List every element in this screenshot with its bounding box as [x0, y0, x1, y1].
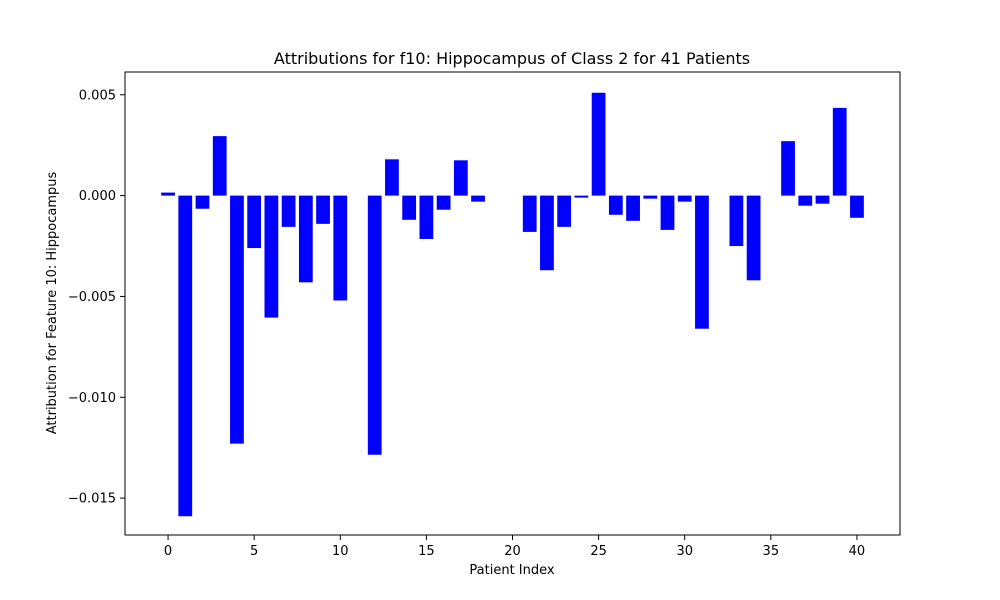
bar-patient-3	[212, 136, 227, 196]
plot-frame	[124, 71, 901, 536]
bar-patient-37	[798, 195, 813, 206]
bar-patient-30	[677, 195, 692, 202]
bar-patient-4	[230, 195, 244, 444]
bar-patient-29	[660, 195, 675, 230]
bar-patient-7	[281, 195, 296, 227]
bar-patient-17	[453, 160, 468, 196]
bar-patient-38	[815, 195, 830, 204]
bar-patient-9	[316, 195, 330, 224]
y-tick-label: 0.005	[79, 88, 116, 103]
bar-patient-33	[729, 195, 744, 247]
bar-patient-16	[436, 195, 451, 210]
x-tick-label: 40	[849, 544, 866, 559]
bar-patient-23	[557, 195, 572, 227]
bar-patient-22	[540, 195, 554, 271]
x-axis-label: Patient Index	[469, 563, 554, 578]
y-tick-label: −0.010	[68, 391, 116, 406]
bar-patient-31	[695, 195, 709, 329]
x-tick-label: 25	[590, 544, 607, 559]
bar-patient-1	[178, 195, 193, 517]
y-tick-label: −0.015	[68, 492, 116, 507]
bar-patient-36	[781, 141, 795, 196]
bar-patient-5	[247, 195, 262, 249]
x-tick-label: 30	[676, 544, 693, 559]
y-axis-label: Attribution for Feature 10: Hippocampus	[45, 172, 60, 435]
x-axis: 0 5 10 15 20 25 30 35 40	[164, 535, 865, 559]
bar-patient-40	[850, 195, 864, 218]
bar-patient-6	[264, 195, 279, 318]
x-tick-label: 15	[418, 544, 435, 559]
bar-patient-10	[333, 195, 348, 301]
bar-patient-2	[195, 195, 210, 209]
y-tick-label: 0.000	[79, 189, 116, 204]
bar-patient-15	[419, 195, 434, 239]
x-tick-label: 35	[763, 544, 780, 559]
bar-patient-27	[626, 195, 640, 221]
x-tick-label: 5	[250, 544, 258, 559]
bars-group	[161, 92, 864, 517]
bar-patient-26	[608, 195, 623, 215]
bar-patient-25	[591, 92, 606, 196]
bar-patient-8	[298, 195, 313, 283]
x-tick-label: 20	[504, 544, 521, 559]
bar-patient-18	[471, 195, 485, 202]
bar-patient-28	[643, 195, 658, 199]
chart-title: Attributions for f10: Hippocampus of Cla…	[274, 49, 750, 68]
x-tick-label: 0	[164, 544, 172, 559]
bar-patient-14	[402, 195, 417, 220]
bar-patient-13	[385, 159, 399, 196]
bar-patient-24	[574, 195, 589, 198]
bar-patient-0	[161, 192, 175, 196]
y-axis: 0.005 0.000 −0.005 −0.010 −0.015	[68, 88, 125, 507]
bar-patient-21	[522, 195, 537, 232]
bar-patient-34	[746, 195, 761, 281]
bar-patient-12	[367, 195, 382, 455]
bar-patient-39	[832, 107, 847, 196]
y-tick-label: −0.005	[68, 290, 116, 305]
x-tick-label: 10	[332, 544, 349, 559]
